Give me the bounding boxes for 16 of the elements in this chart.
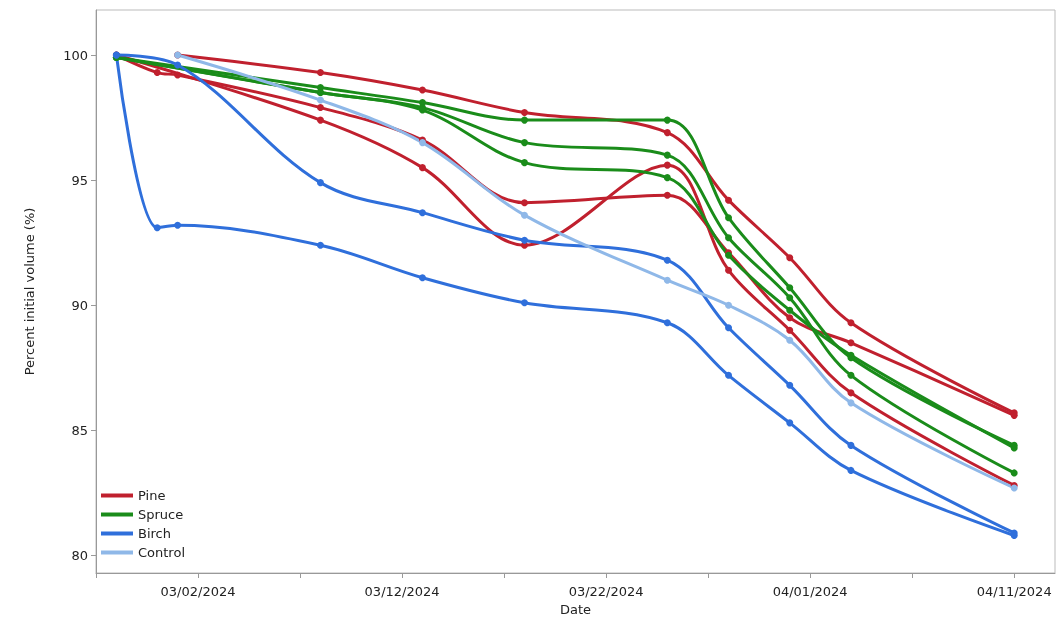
y-tick-label: 95 (71, 172, 88, 188)
x-tick-label: 03/02/2024 (160, 584, 236, 599)
x-tick-label: 03/22/2024 (568, 584, 644, 599)
y-tick-label: 85 (71, 422, 88, 438)
x-axis-title: Date (559, 602, 592, 617)
x-tick-label: 04/11/2024 (976, 584, 1052, 599)
x-tick-label: 03/12/2024 (364, 584, 440, 599)
legend-label: Pine (138, 488, 166, 503)
legend-label: Control (138, 545, 185, 560)
y-axis-title: Percent initial volume (%) (22, 207, 37, 376)
y-tick-label: 90 (71, 297, 88, 313)
x-tick-label: 04/01/2024 (772, 584, 848, 599)
y-tick-label: 100 (63, 47, 88, 63)
legend-label: Birch (138, 526, 171, 541)
y-tick-label: 80 (71, 547, 88, 563)
legend-label: Spruce (138, 507, 184, 522)
